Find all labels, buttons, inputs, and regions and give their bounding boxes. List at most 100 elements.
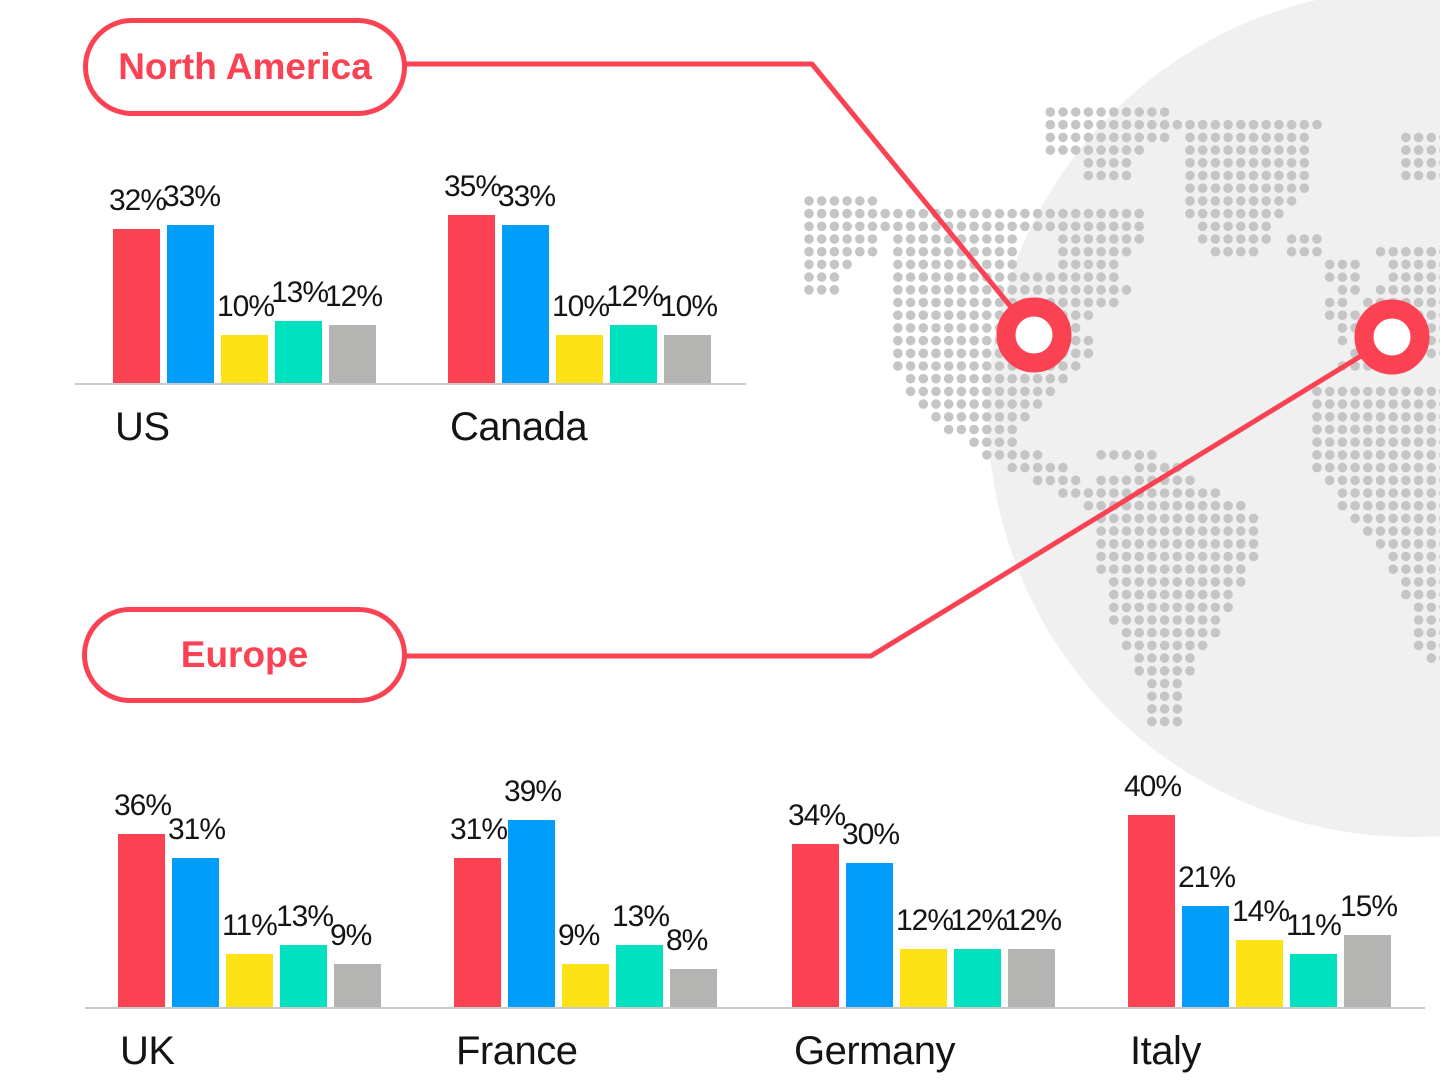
map-dot [1109, 297, 1119, 308]
map-dot [969, 310, 979, 321]
map-dot [1337, 323, 1348, 333]
map-dot [1312, 450, 1322, 460]
map-dot [1109, 234, 1119, 244]
map-dot [1096, 551, 1106, 562]
map-dot [1083, 107, 1094, 117]
map-dot [982, 399, 992, 409]
map-dot [1413, 450, 1424, 460]
map-dot [893, 259, 903, 270]
map-dot [931, 348, 941, 359]
map-dot [982, 246, 992, 257]
map-dot [1070, 475, 1081, 486]
map-dot [1058, 373, 1068, 384]
map-dot [1286, 234, 1297, 244]
map-dot [1147, 627, 1157, 638]
map-dot [1312, 246, 1322, 257]
map-dot [1121, 475, 1132, 486]
map-dot [1350, 310, 1360, 321]
map-dot [918, 221, 929, 232]
map-dot [1388, 272, 1398, 282]
map-dot [816, 259, 827, 270]
map-dot [969, 221, 979, 232]
map-dot [867, 221, 878, 232]
map-dot [1426, 500, 1437, 511]
map-dot [982, 373, 992, 384]
map-dot [1197, 627, 1208, 638]
map-dot [969, 348, 979, 359]
map-dot [1337, 272, 1348, 282]
map-dot [1147, 526, 1157, 536]
map-dot [1185, 653, 1195, 663]
map-dot [1248, 183, 1259, 193]
map-dot [956, 412, 967, 422]
map-dot [1007, 412, 1017, 422]
map-dot [1286, 145, 1297, 155]
map-dot [1236, 551, 1246, 562]
map-dot [1286, 132, 1297, 143]
map-dot [1172, 526, 1183, 536]
map-dot [1210, 589, 1221, 600]
map-dot [1083, 297, 1094, 308]
map-dot [1147, 577, 1157, 587]
map-dot [893, 335, 903, 346]
map-dot [1083, 145, 1094, 155]
map-dot [1426, 386, 1437, 397]
map-dot [969, 335, 979, 346]
map-dot [1070, 335, 1081, 346]
map-dot [1096, 526, 1106, 536]
map-dot [1159, 653, 1170, 663]
map-dot [918, 208, 929, 219]
map-dot [982, 361, 992, 371]
map-dot [1426, 399, 1437, 409]
map-dot [969, 412, 979, 422]
map-dot [1413, 526, 1424, 536]
map-dot [1109, 577, 1119, 587]
map-dot [1172, 678, 1183, 689]
map-dot [1236, 132, 1246, 143]
map-dot [1299, 234, 1310, 244]
map-dot [905, 285, 916, 295]
map-dot [1121, 158, 1132, 168]
map-dot [1426, 526, 1437, 536]
map-dot [918, 234, 929, 244]
map-dot [1197, 513, 1208, 524]
map-dot [1096, 539, 1106, 549]
map-dot [804, 221, 814, 232]
map-dot [1388, 500, 1398, 511]
map-dot [1426, 272, 1437, 282]
map-dot [1426, 488, 1437, 498]
map-dot [1159, 640, 1170, 651]
region-pill-north-america: North America [83, 18, 407, 116]
map-dot [1007, 259, 1017, 270]
map-dot [1045, 119, 1056, 130]
bar-value-label: 31% [168, 813, 226, 846]
map-dot [1388, 551, 1398, 562]
map-dot [842, 234, 852, 244]
map-dot [1083, 348, 1094, 359]
map-dot [1045, 208, 1056, 219]
map-dot [1401, 437, 1411, 448]
map-dot [1032, 272, 1043, 282]
map-dot [1134, 208, 1144, 219]
bar-value-label: 30% [842, 818, 900, 851]
map-dot [1413, 462, 1424, 473]
map-dot [1121, 526, 1132, 536]
map-dot [1159, 119, 1170, 130]
map-dot [1312, 412, 1322, 422]
map-dot [982, 335, 992, 346]
map-dot [1363, 475, 1373, 486]
map-dot [1121, 246, 1132, 257]
map-dot [1020, 462, 1030, 473]
map-dot [1197, 500, 1208, 511]
map-dot [905, 221, 916, 232]
map-dot [1147, 539, 1157, 549]
map-dot [1058, 475, 1068, 486]
map-dot [816, 234, 827, 244]
map-dot [1350, 285, 1360, 295]
map-dot [1210, 246, 1221, 257]
map-dot [1363, 399, 1373, 409]
map-dot [1236, 526, 1246, 536]
map-dot [1401, 132, 1411, 143]
map-dot [1134, 666, 1144, 676]
map-dot [1413, 475, 1424, 486]
